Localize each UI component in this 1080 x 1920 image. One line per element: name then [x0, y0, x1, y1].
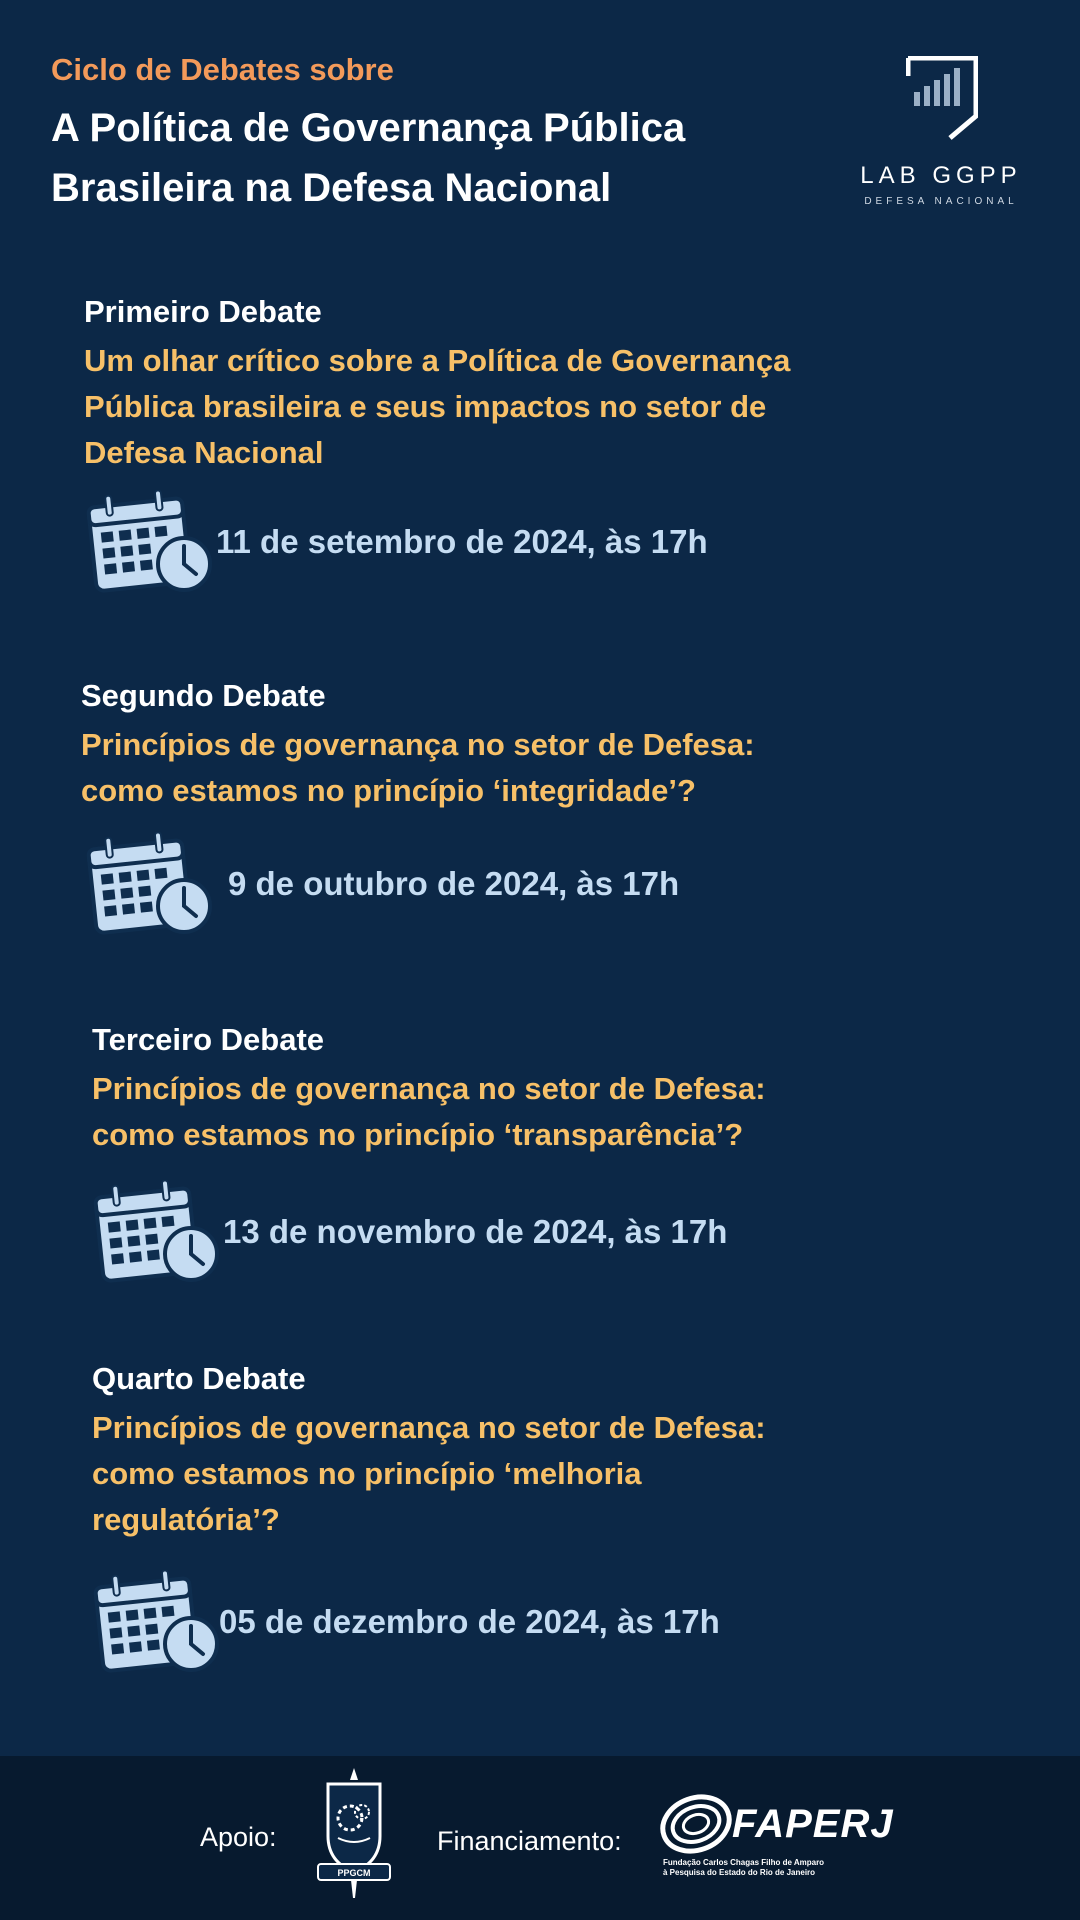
calendar-clock-icon: [93, 1570, 221, 1674]
debate-topic: Princípios de governança no setor de Def…: [81, 722, 981, 814]
topic-line: como estamos no princípio ‘melhoria: [92, 1456, 642, 1491]
logo-name: LAB GGPP: [860, 162, 1022, 189]
funder-subtitle-line: Fundação Carlos Chagas Filho de Amparo: [663, 1858, 825, 1867]
debate-date: 13 de novembro de 2024, às 17h: [223, 1213, 728, 1250]
logo-subtitle: DEFESA NACIONAL: [864, 196, 1018, 207]
page-title: A Política de Governança Pública Brasile…: [51, 98, 811, 218]
ppgcm-seal-icon: PPGCM: [317, 1768, 391, 1898]
debate-4: Quarto Debate Princípios de governança n…: [92, 1359, 992, 1543]
debate-date: 9 de outubro de 2024, às 17h: [228, 865, 680, 902]
topic-line: Princípios de governança no setor de Def…: [92, 1410, 766, 1445]
seal-text: PPGCM: [337, 1868, 370, 1878]
funder-name: FAPERJ: [732, 1802, 894, 1846]
faperj-logo-icon: [660, 1794, 732, 1854]
funder-subtitle-line: à Pesquisa do Estado do Rio de Janeiro: [663, 1868, 816, 1877]
debate-4-date-row: 05 de dezembro de 2024, às 17h: [93, 1570, 720, 1674]
topic-line: como estamos no princípio ‘transparência…: [92, 1117, 744, 1152]
funding-label: Financiamento:: [437, 1826, 622, 1856]
debate-label: Quarto Debate: [92, 1361, 306, 1396]
debate-label: Terceiro Debate: [92, 1022, 325, 1057]
funder-subtitle: Fundação Carlos Chagas Filho de Amparo à…: [663, 1858, 824, 1878]
support-label: Apoio:: [200, 1822, 277, 1852]
topic-line: Um olhar crítico sobre a Política de Gov…: [84, 343, 791, 378]
topic-line: Princípios de governança no setor de Def…: [92, 1071, 766, 1106]
lab-ggpp-logo-icon: [906, 56, 978, 140]
series-kicker: Ciclo de Debates sobre: [51, 52, 394, 87]
topic-line: Princípios de governança no setor de Def…: [81, 727, 755, 762]
debate-date: 05 de dezembro de 2024, às 17h: [219, 1603, 720, 1640]
debate-2-date-row: 9 de outubro de 2024, às 17h: [86, 832, 679, 936]
debate-1: Primeiro Debate Um olhar crítico sobre a…: [84, 292, 984, 476]
debate-date: 11 de setembro de 2024, às 17h: [216, 523, 708, 560]
calendar-clock-icon: [86, 832, 214, 936]
debate-3-date-row: 13 de novembro de 2024, às 17h: [93, 1180, 727, 1284]
topic-line: Defesa Nacional: [84, 435, 324, 470]
debate-1-date-row: 11 de setembro de 2024, às 17h: [86, 490, 708, 594]
calendar-clock-icon: [86, 490, 214, 594]
debate-topic: Um olhar crítico sobre a Política de Gov…: [84, 338, 984, 476]
debate-label: Primeiro Debate: [84, 294, 322, 329]
lab-ggpp-logo: LAB GGPP DEFESA NACIONAL: [856, 52, 1026, 212]
topic-line: como estamos no princípio ‘integridade’?: [81, 773, 696, 808]
debate-topic: Princípios de governança no setor de Def…: [92, 1405, 992, 1543]
topic-line: regulatória’?: [92, 1502, 280, 1537]
topic-line: Pública brasileira e seus impactos no se…: [84, 389, 767, 424]
title-line: Brasileira na Defesa Nacional: [51, 166, 612, 210]
footer: Apoio: PPGCM Financiamento: FAPERJ Funda…: [0, 1756, 1080, 1920]
debate-3: Terceiro Debate Princípios de governança…: [92, 1020, 992, 1158]
title-line: A Política de Governança Pública: [51, 106, 686, 150]
faperj-logo: FAPERJ Fundação Carlos Chagas Filho de A…: [660, 1792, 893, 1888]
debate-2: Segundo Debate Princípios de governança …: [81, 676, 981, 814]
debate-label: Segundo Debate: [81, 678, 326, 713]
calendar-clock-icon: [93, 1180, 221, 1284]
debate-topic: Princípios de governança no setor de Def…: [92, 1066, 992, 1158]
